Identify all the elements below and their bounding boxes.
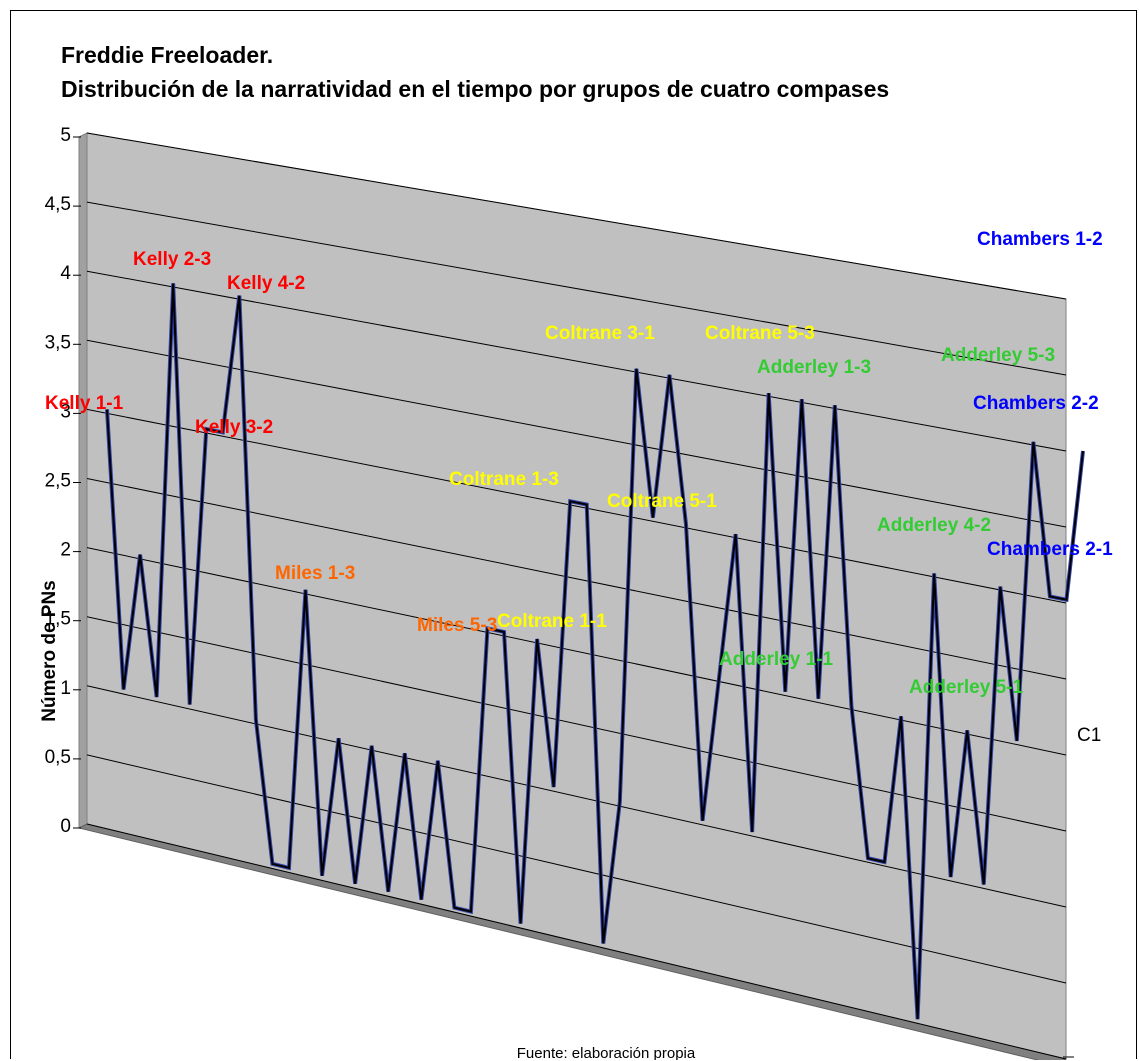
data-annotation-label: Kelly 1-1	[45, 393, 124, 414]
series-line-main	[106, 283, 1084, 1020]
chart-subtitle: Distribución de la narratividad en el ti…	[61, 76, 889, 102]
gridline	[86, 478, 1067, 680]
gridline	[86, 823, 1067, 1060]
chart-canvas: 0 0,5 1 1,5 2 2,5 3 3,5 4 4,5 5 Kelly 1-1 Kelly 2-3…	[39, 42, 1113, 1060]
data-annotations: Kelly 1-1 Kelly 2-3 Kelly 4-2 Kelly 3-2 Mile…	[45, 229, 1113, 698]
data-annotation-label: Adderley 1-3	[757, 357, 871, 378]
y-tick-label: 2,5	[45, 471, 71, 492]
x-tick-label-c1: C1	[1077, 725, 1101, 746]
gridline	[86, 201, 1067, 376]
data-annotation-label: Chambers 1-2	[977, 229, 1103, 250]
data-annotation-label: Chambers 2-1	[987, 539, 1113, 560]
gridline	[86, 132, 1067, 300]
y-tick-label: 4	[60, 263, 71, 284]
data-annotation-label: Adderley 5-3	[941, 345, 1055, 366]
data-annotation-label: Coltrane 5-3	[705, 323, 815, 344]
series-line	[105, 283, 1085, 1020]
data-annotation-label: Adderley 1-1	[719, 649, 833, 670]
data-annotation-label: Coltrane 5-1	[607, 491, 717, 512]
data-annotation-label: Coltrane 1-1	[497, 611, 607, 632]
gridline	[86, 685, 1067, 908]
data-annotation-label: Coltrane 1-3	[449, 469, 559, 490]
y-tick-label: 3	[60, 401, 71, 422]
gridline	[86, 754, 1067, 984]
y-tick-label: 3,5	[45, 332, 71, 353]
data-annotation-label: Chambers 2-2	[973, 393, 1099, 414]
y-tick-label: 0,5	[45, 747, 71, 768]
gridline	[86, 616, 1067, 832]
chart-title: Freddie Freeloader.	[61, 42, 273, 68]
y-tick-label: 5	[60, 125, 71, 146]
data-annotation-label: Adderley 4-2	[877, 515, 991, 536]
y-tick-label: 1	[60, 678, 71, 699]
data-annotation-label: Kelly 2-3	[133, 249, 211, 270]
y-tick-label: 1,5	[45, 609, 71, 630]
data-annotation-label: Kelly 4-2	[227, 273, 305, 294]
plot-wall-face	[86, 132, 1067, 1060]
data-annotation-label: Coltrane 3-1	[545, 323, 655, 344]
gridlines	[86, 132, 1067, 1060]
y-tick-label: 2	[60, 540, 71, 561]
gridline	[86, 270, 1067, 452]
gridline	[86, 408, 1067, 604]
plot-wall	[77, 132, 1068, 1060]
data-annotation-label: Adderley 5-1	[909, 677, 1023, 698]
y-tick-label: 0	[60, 816, 71, 837]
y-tick-label: 4,5	[45, 194, 71, 215]
data-annotation-label: Miles 1-3	[275, 563, 355, 584]
data-annotation-label: Kelly 3-2	[195, 417, 273, 438]
gridline	[86, 339, 1067, 528]
y-axis-ticks: 0 0,5 1 1,5 2 2,5 3 3,5 4 4,5 5	[45, 125, 1074, 1058]
plot-side-wall	[78, 132, 88, 829]
source-note: Fuente: elaboración propia	[517, 1045, 696, 1060]
chart-frame: 0 0,5 1 1,5 2 2,5 3 3,5 4 4,5 5 Kelly 1-1 Kelly 2-3…	[10, 10, 1137, 1060]
data-annotation-label: Miles 5-3	[417, 615, 497, 636]
y-axis-label: Número de PNs	[39, 580, 60, 721]
